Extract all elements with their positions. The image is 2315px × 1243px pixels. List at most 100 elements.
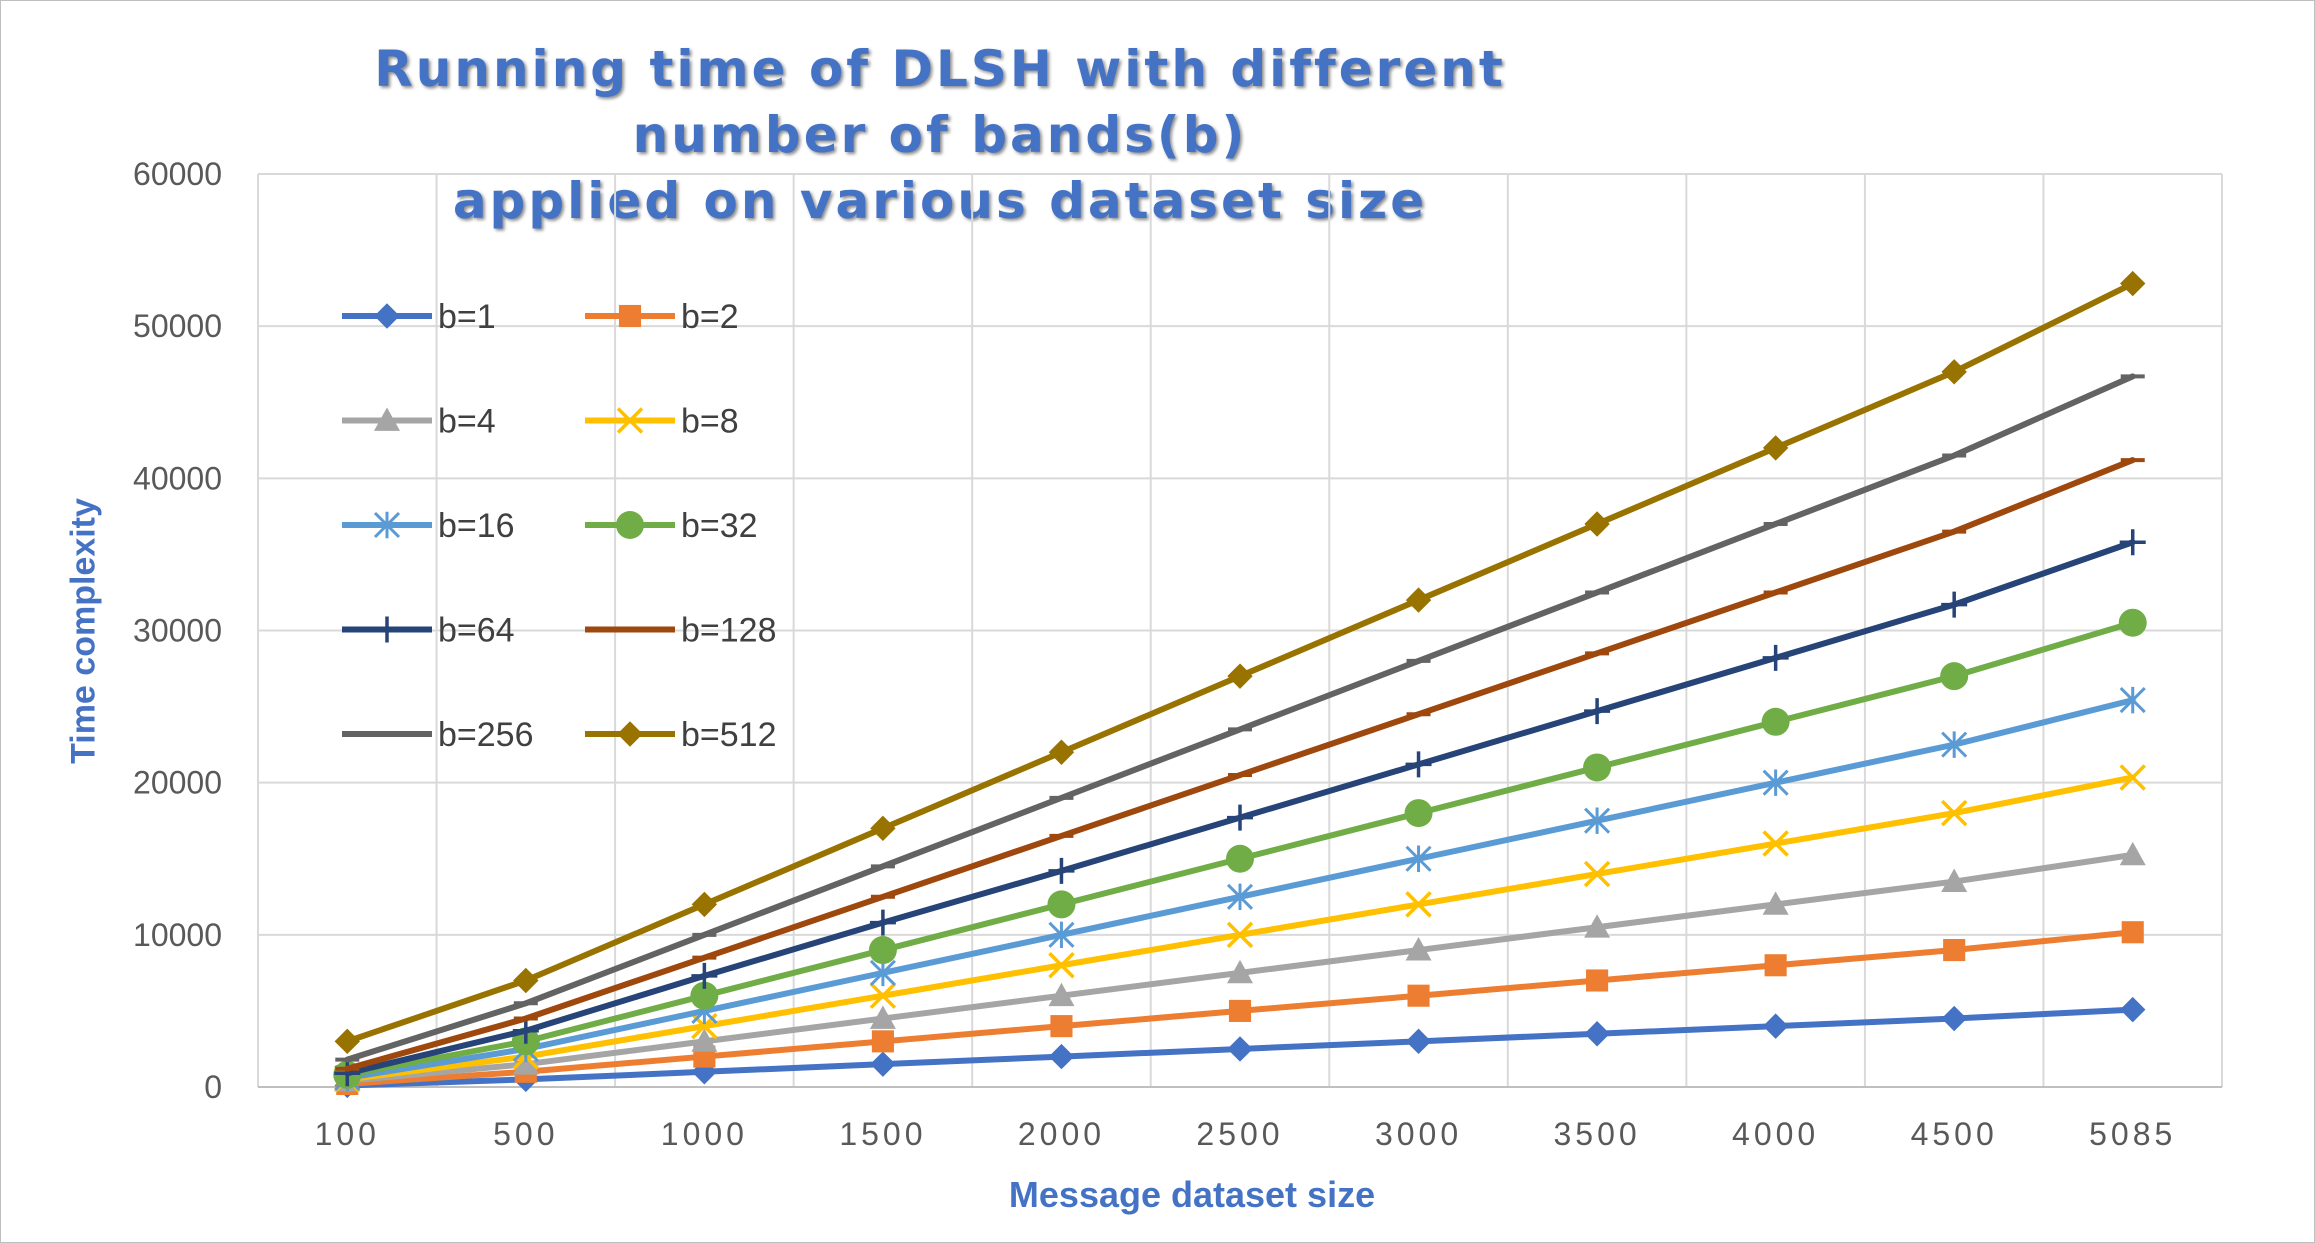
x-tick-label: 5085 (2089, 1116, 2176, 1152)
data-point (2119, 841, 2146, 866)
data-point (1584, 1021, 1610, 1047)
legend-label: b=1 (438, 298, 496, 336)
data-point (334, 1060, 361, 1087)
data-point (1048, 982, 1075, 1007)
data-point (1405, 937, 1432, 961)
data-point (2118, 608, 2147, 637)
y-tick-label: 50000 (133, 308, 222, 344)
data-point (1048, 921, 1075, 949)
data-point (869, 959, 896, 987)
legend-item: b=64 (342, 612, 515, 650)
legend-label: b=512 (681, 716, 777, 754)
data-point (871, 1030, 894, 1053)
data-point (1584, 807, 1611, 834)
x-tick-label: 2500 (1196, 1116, 1283, 1152)
data-point (1586, 969, 1609, 992)
data-point (1762, 891, 1789, 915)
chart-title: Running time of DLSH with different numb… (374, 40, 1506, 230)
data-point (1941, 359, 1967, 385)
y-tick-label: 0 (204, 1069, 222, 1105)
legend-marker (618, 304, 642, 328)
legend-item: b=32 (585, 507, 758, 545)
data-point (1226, 883, 1254, 910)
data-point (1584, 511, 1610, 537)
data-point (2120, 270, 2146, 297)
series-b=64 (334, 529, 2146, 1087)
data-point (1941, 591, 1968, 618)
data-point (1764, 954, 1787, 977)
data-point (1048, 952, 1075, 979)
data-point (1941, 1005, 1967, 1032)
axes: 0 10000 20000 30000 40000 50000 60000 100 500 100… (133, 156, 2222, 1152)
data-point (1584, 914, 1611, 938)
data-point (2121, 921, 2144, 944)
data-point (1762, 769, 1789, 796)
legend-label: b=2 (681, 298, 739, 336)
data-point (1761, 707, 1790, 736)
data-point (1226, 844, 1254, 873)
legend-marker (616, 511, 644, 539)
data-point (1405, 891, 1432, 918)
data-point (1762, 644, 1789, 671)
data-point (513, 967, 539, 994)
data-point (1228, 999, 1252, 1022)
data-point (870, 1051, 896, 1077)
data-point (1941, 868, 1968, 892)
x-tick-label: 2000 (1018, 1116, 1105, 1152)
data-point (690, 981, 719, 1010)
data-point (512, 1051, 539, 1075)
series-b=32 (333, 608, 2147, 1089)
series-b=128 (335, 457, 2145, 1072)
data-point (1583, 860, 1611, 888)
data-point (1048, 857, 1075, 884)
data-point (1407, 984, 1430, 1007)
y-tick-label: 60000 (133, 156, 222, 192)
legend-item: b=128 (585, 612, 777, 650)
legend-marker (373, 511, 401, 539)
legend-item: b=16 (342, 507, 515, 545)
series-b=256 (335, 373, 2145, 1063)
x-tick-label: 500 (493, 1116, 558, 1152)
legend-item: b=1 (342, 298, 496, 336)
data-point (691, 962, 718, 989)
series-lines (333, 270, 2147, 1099)
series-b=4 (334, 841, 2146, 1092)
data-point (1227, 804, 1253, 831)
data-point (2119, 686, 2146, 714)
data-point (512, 1017, 539, 1044)
x-tick-label: 3500 (1553, 1116, 1640, 1152)
data-point (2120, 996, 2146, 1023)
data-point (1047, 890, 1076, 919)
x-axis-label: Message dataset size (1008, 1174, 1376, 1215)
legend-marker (616, 407, 644, 434)
data-point (869, 982, 897, 1009)
series-b=512 (334, 270, 2146, 1055)
data-point (1405, 845, 1432, 872)
data-point (870, 815, 896, 842)
data-point (1762, 1013, 1789, 1039)
legend-label: b=256 (438, 716, 534, 754)
data-point (2119, 764, 2146, 791)
legend-item: b=8 (585, 403, 739, 441)
data-point (1405, 1028, 1432, 1055)
y-tick-label: 20000 (133, 765, 222, 801)
data-point (1940, 662, 1969, 691)
data-point (2119, 529, 2146, 556)
data-point (1940, 799, 1968, 827)
data-point (1941, 731, 1968, 758)
data-point (1762, 435, 1789, 461)
x-tick-label: 100 (315, 1116, 380, 1152)
data-point (1048, 1043, 1075, 1070)
x-tick-label: 4500 (1911, 1116, 1998, 1152)
y-tick-label: 10000 (133, 917, 222, 953)
data-point (1048, 739, 1075, 765)
data-point (869, 1005, 896, 1029)
x-tick-label: 1500 (839, 1116, 926, 1152)
legend-label: b=8 (681, 403, 739, 441)
data-point (1762, 830, 1789, 857)
legend-label: b=64 (438, 612, 515, 650)
data-point (1227, 663, 1253, 689)
legend-label: b=16 (438, 507, 515, 545)
data-point (691, 1028, 718, 1052)
